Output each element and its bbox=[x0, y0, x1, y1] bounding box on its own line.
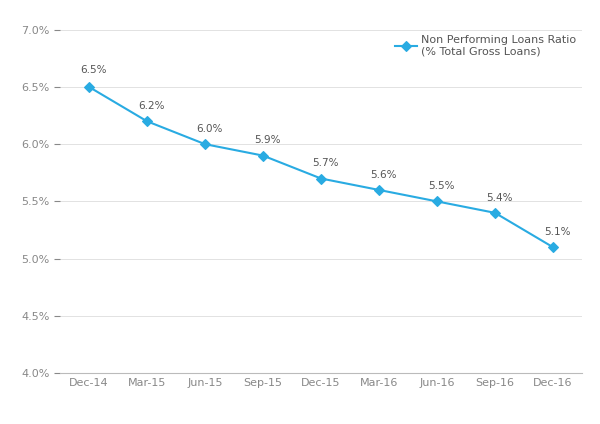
Non Performing Loans Ratio
(% Total Gross Loans) bbox=[202, 142, 209, 147]
Text: 5.1%: 5.1% bbox=[544, 227, 571, 237]
Text: 6.0%: 6.0% bbox=[196, 124, 223, 134]
Non Performing Loans Ratio
(% Total Gross Loans) bbox=[376, 187, 383, 192]
Text: 5.4%: 5.4% bbox=[486, 192, 513, 203]
Non Performing Loans Ratio
(% Total Gross Loans) bbox=[143, 119, 151, 124]
Text: 5.5%: 5.5% bbox=[428, 181, 455, 191]
Legend: Non Performing Loans Ratio
(% Total Gross Loans): Non Performing Loans Ratio (% Total Gros… bbox=[395, 35, 577, 57]
Text: 5.6%: 5.6% bbox=[370, 170, 397, 180]
Non Performing Loans Ratio
(% Total Gross Loans) bbox=[259, 153, 266, 158]
Line: Non Performing Loans Ratio
(% Total Gross Loans): Non Performing Loans Ratio (% Total Gros… bbox=[86, 84, 556, 251]
Non Performing Loans Ratio
(% Total Gross Loans) bbox=[550, 245, 557, 250]
Non Performing Loans Ratio
(% Total Gross Loans) bbox=[85, 84, 92, 89]
Non Performing Loans Ratio
(% Total Gross Loans) bbox=[433, 199, 440, 204]
Non Performing Loans Ratio
(% Total Gross Loans) bbox=[491, 210, 499, 215]
Non Performing Loans Ratio
(% Total Gross Loans) bbox=[317, 176, 325, 181]
Text: 6.2%: 6.2% bbox=[139, 101, 165, 111]
Text: 6.5%: 6.5% bbox=[80, 65, 107, 75]
Text: 5.7%: 5.7% bbox=[313, 158, 339, 168]
Text: 5.9%: 5.9% bbox=[254, 135, 281, 145]
